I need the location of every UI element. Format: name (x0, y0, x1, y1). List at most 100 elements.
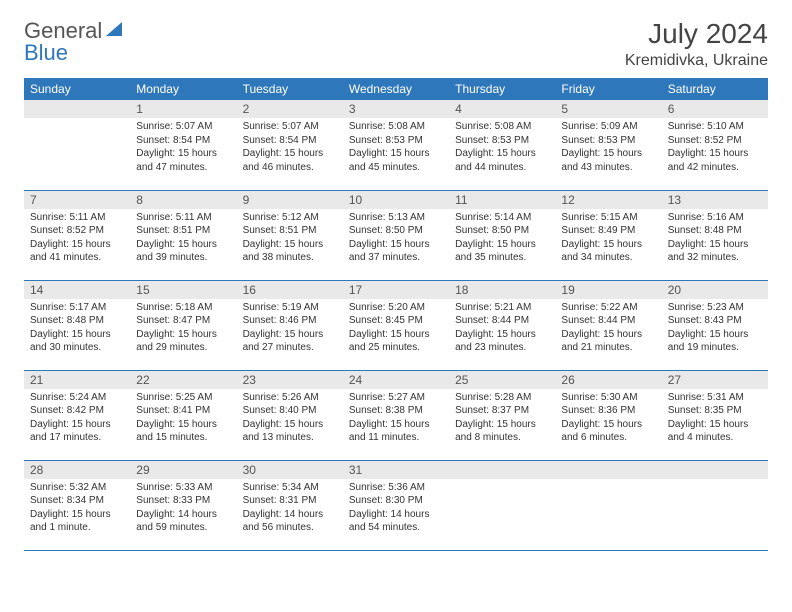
calendar-row: 21Sunrise: 5:24 AMSunset: 8:42 PMDayligh… (24, 370, 768, 460)
day-number: 28 (24, 461, 130, 479)
daylight-text: Daylight: 15 hours and 46 minutes. (243, 147, 337, 174)
day-data: Sunrise: 5:26 AMSunset: 8:40 PMDaylight:… (237, 389, 343, 449)
calendar-cell (24, 100, 130, 190)
day-number (449, 461, 555, 479)
sunset-text: Sunset: 8:38 PM (349, 404, 443, 418)
calendar-cell: 29Sunrise: 5:33 AMSunset: 8:33 PMDayligh… (130, 460, 236, 550)
sunrise-text: Sunrise: 5:23 AM (668, 301, 762, 315)
sunrise-text: Sunrise: 5:11 AM (136, 211, 230, 225)
daylight-text: Daylight: 15 hours and 43 minutes. (561, 147, 655, 174)
day-data: Sunrise: 5:36 AMSunset: 8:30 PMDaylight:… (343, 479, 449, 539)
day-data: Sunrise: 5:11 AMSunset: 8:51 PMDaylight:… (130, 209, 236, 269)
day-data: Sunrise: 5:27 AMSunset: 8:38 PMDaylight:… (343, 389, 449, 449)
calendar-cell (555, 460, 661, 550)
sunset-text: Sunset: 8:48 PM (668, 224, 762, 238)
sunset-text: Sunset: 8:51 PM (243, 224, 337, 238)
day-data: Sunrise: 5:19 AMSunset: 8:46 PMDaylight:… (237, 299, 343, 359)
calendar-cell: 17Sunrise: 5:20 AMSunset: 8:45 PMDayligh… (343, 280, 449, 370)
sunrise-text: Sunrise: 5:16 AM (668, 211, 762, 225)
daylight-text: Daylight: 15 hours and 25 minutes. (349, 328, 443, 355)
sunrise-text: Sunrise: 5:11 AM (30, 211, 124, 225)
calendar-cell: 18Sunrise: 5:21 AMSunset: 8:44 PMDayligh… (449, 280, 555, 370)
day-number: 31 (343, 461, 449, 479)
daylight-text: Daylight: 15 hours and 29 minutes. (136, 328, 230, 355)
calendar-body: 1Sunrise: 5:07 AMSunset: 8:54 PMDaylight… (24, 100, 768, 550)
daylight-text: Daylight: 15 hours and 42 minutes. (668, 147, 762, 174)
daylight-text: Daylight: 15 hours and 1 minute. (30, 508, 124, 535)
month-title: July 2024 (625, 18, 768, 50)
daylight-text: Daylight: 14 hours and 59 minutes. (136, 508, 230, 535)
sunset-text: Sunset: 8:50 PM (455, 224, 549, 238)
sunset-text: Sunset: 8:44 PM (561, 314, 655, 328)
sunset-text: Sunset: 8:52 PM (30, 224, 124, 238)
sunrise-text: Sunrise: 5:07 AM (136, 120, 230, 134)
sunset-text: Sunset: 8:47 PM (136, 314, 230, 328)
calendar-cell: 6Sunrise: 5:10 AMSunset: 8:52 PMDaylight… (662, 100, 768, 190)
day-number (24, 100, 130, 118)
day-data: Sunrise: 5:33 AMSunset: 8:33 PMDaylight:… (130, 479, 236, 539)
day-data: Sunrise: 5:30 AMSunset: 8:36 PMDaylight:… (555, 389, 661, 449)
calendar-cell: 15Sunrise: 5:18 AMSunset: 8:47 PMDayligh… (130, 280, 236, 370)
day-data: Sunrise: 5:34 AMSunset: 8:31 PMDaylight:… (237, 479, 343, 539)
day-number: 3 (343, 100, 449, 118)
day-data: Sunrise: 5:10 AMSunset: 8:52 PMDaylight:… (662, 118, 768, 178)
calendar-cell: 25Sunrise: 5:28 AMSunset: 8:37 PMDayligh… (449, 370, 555, 460)
sunrise-text: Sunrise: 5:36 AM (349, 481, 443, 495)
day-number: 26 (555, 371, 661, 389)
day-data: Sunrise: 5:07 AMSunset: 8:54 PMDaylight:… (130, 118, 236, 178)
calendar-cell: 5Sunrise: 5:09 AMSunset: 8:53 PMDaylight… (555, 100, 661, 190)
daylight-text: Daylight: 15 hours and 35 minutes. (455, 238, 549, 265)
day-number (662, 461, 768, 479)
sunrise-text: Sunrise: 5:21 AM (455, 301, 549, 315)
calendar-row: 7Sunrise: 5:11 AMSunset: 8:52 PMDaylight… (24, 190, 768, 280)
calendar-cell: 11Sunrise: 5:14 AMSunset: 8:50 PMDayligh… (449, 190, 555, 280)
sunrise-text: Sunrise: 5:26 AM (243, 391, 337, 405)
daylight-text: Daylight: 15 hours and 39 minutes. (136, 238, 230, 265)
daylight-text: Daylight: 15 hours and 21 minutes. (561, 328, 655, 355)
daylight-text: Daylight: 15 hours and 27 minutes. (243, 328, 337, 355)
sunset-text: Sunset: 8:40 PM (243, 404, 337, 418)
calendar-row: 28Sunrise: 5:32 AMSunset: 8:34 PMDayligh… (24, 460, 768, 550)
sunrise-text: Sunrise: 5:27 AM (349, 391, 443, 405)
calendar-cell: 4Sunrise: 5:08 AMSunset: 8:53 PMDaylight… (449, 100, 555, 190)
sunset-text: Sunset: 8:41 PM (136, 404, 230, 418)
day-data: Sunrise: 5:08 AMSunset: 8:53 PMDaylight:… (343, 118, 449, 178)
day-data: Sunrise: 5:11 AMSunset: 8:52 PMDaylight:… (24, 209, 130, 269)
sunset-text: Sunset: 8:42 PM (30, 404, 124, 418)
sunrise-text: Sunrise: 5:24 AM (30, 391, 124, 405)
day-number: 21 (24, 371, 130, 389)
day-number: 5 (555, 100, 661, 118)
daylight-text: Daylight: 14 hours and 54 minutes. (349, 508, 443, 535)
sunrise-text: Sunrise: 5:31 AM (668, 391, 762, 405)
calendar-cell: 13Sunrise: 5:16 AMSunset: 8:48 PMDayligh… (662, 190, 768, 280)
day-number: 13 (662, 191, 768, 209)
day-data: Sunrise: 5:12 AMSunset: 8:51 PMDaylight:… (237, 209, 343, 269)
weekday-header: Thursday (449, 78, 555, 100)
calendar-cell: 8Sunrise: 5:11 AMSunset: 8:51 PMDaylight… (130, 190, 236, 280)
daylight-text: Daylight: 15 hours and 41 minutes. (30, 238, 124, 265)
sunrise-text: Sunrise: 5:28 AM (455, 391, 549, 405)
daylight-text: Daylight: 15 hours and 11 minutes. (349, 418, 443, 445)
logo-text-2: Blue (24, 40, 68, 65)
calendar-head: SundayMondayTuesdayWednesdayThursdayFrid… (24, 78, 768, 100)
calendar-cell: 20Sunrise: 5:23 AMSunset: 8:43 PMDayligh… (662, 280, 768, 370)
day-data: Sunrise: 5:09 AMSunset: 8:53 PMDaylight:… (555, 118, 661, 178)
sunset-text: Sunset: 8:51 PM (136, 224, 230, 238)
day-data: Sunrise: 5:24 AMSunset: 8:42 PMDaylight:… (24, 389, 130, 449)
day-data: Sunrise: 5:28 AMSunset: 8:37 PMDaylight:… (449, 389, 555, 449)
day-data: Sunrise: 5:32 AMSunset: 8:34 PMDaylight:… (24, 479, 130, 539)
sunrise-text: Sunrise: 5:33 AM (136, 481, 230, 495)
day-data: Sunrise: 5:15 AMSunset: 8:49 PMDaylight:… (555, 209, 661, 269)
sunset-text: Sunset: 8:54 PM (136, 134, 230, 148)
day-number: 8 (130, 191, 236, 209)
day-data: Sunrise: 5:07 AMSunset: 8:54 PMDaylight:… (237, 118, 343, 178)
daylight-text: Daylight: 14 hours and 56 minutes. (243, 508, 337, 535)
title-block: July 2024 Kremidivka, Ukraine (625, 18, 768, 70)
calendar-cell: 7Sunrise: 5:11 AMSunset: 8:52 PMDaylight… (24, 190, 130, 280)
logo-line2: Blue (24, 40, 68, 66)
day-data: Sunrise: 5:18 AMSunset: 8:47 PMDaylight:… (130, 299, 236, 359)
calendar-cell: 24Sunrise: 5:27 AMSunset: 8:38 PMDayligh… (343, 370, 449, 460)
sunrise-text: Sunrise: 5:12 AM (243, 211, 337, 225)
calendar-table: SundayMondayTuesdayWednesdayThursdayFrid… (24, 78, 768, 551)
day-data: Sunrise: 5:13 AMSunset: 8:50 PMDaylight:… (343, 209, 449, 269)
